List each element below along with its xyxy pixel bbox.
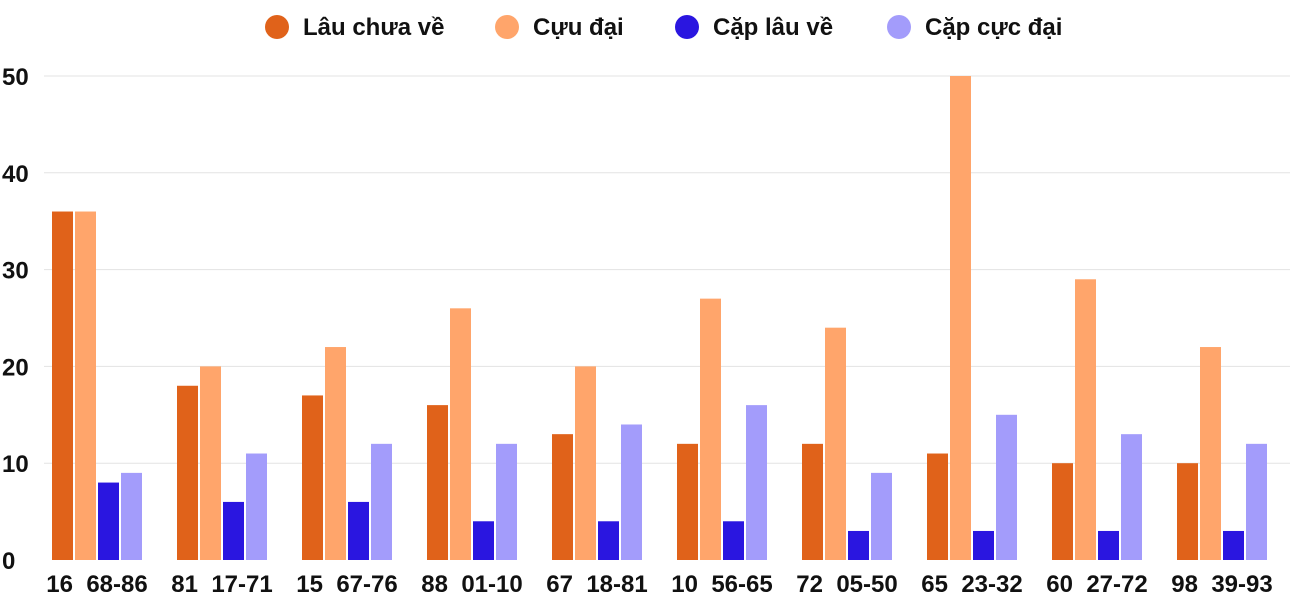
bar-4-5 xyxy=(621,424,642,560)
legend-label: Cựu đại xyxy=(533,14,624,41)
x-axis: 16 68-86 81 17-71 15 67-76 88 01-10 67 18-81… xyxy=(46,571,1272,598)
bar-1-3 xyxy=(302,395,323,560)
legend-marker xyxy=(887,15,911,39)
bar-2-8 xyxy=(950,76,971,560)
y-tick-label: 10 xyxy=(2,451,29,478)
x-tick-label: 65 23-32 xyxy=(921,571,1022,598)
y-tick-label: 20 xyxy=(2,354,29,381)
bar-3-1 xyxy=(98,482,119,560)
bar-1-6 xyxy=(677,443,698,560)
bar-3-5 xyxy=(598,521,619,560)
bar-4-10 xyxy=(1246,443,1267,560)
x-tick-label: 60 27-72 xyxy=(1046,571,1147,598)
bar-1-2 xyxy=(177,385,198,560)
grid-lines xyxy=(44,75,1290,464)
bar-1-1 xyxy=(52,211,73,560)
legend-label: Cặp cực đại xyxy=(925,14,1062,41)
bar-2-10 xyxy=(1200,347,1221,560)
bar-3-6 xyxy=(723,521,744,560)
bar-2-3 xyxy=(325,347,346,560)
x-tick-label: 16 68-86 xyxy=(46,571,147,598)
legend-item-4: Cặp cực đại xyxy=(887,14,1062,41)
x-tick-label: 10 56-65 xyxy=(671,571,772,598)
legend-item-2: Cựu đại xyxy=(495,14,624,41)
bar-1-10 xyxy=(1177,463,1198,560)
legend-marker xyxy=(675,15,699,39)
bar-1-9 xyxy=(1052,463,1073,560)
bar-2-9 xyxy=(1075,279,1096,560)
x-tick-label: 72 05-50 xyxy=(796,571,897,598)
x-tick-label: 98 39-93 xyxy=(1171,571,1272,598)
bar-4-2 xyxy=(246,453,267,560)
bar-4-7 xyxy=(871,472,892,560)
x-tick-label: 81 17-71 xyxy=(171,571,272,598)
bar-3-3 xyxy=(348,501,369,560)
legend-item-1: Lâu chưa về xyxy=(265,14,444,41)
bar-1-7 xyxy=(802,443,823,560)
bar-4-8 xyxy=(996,414,1017,560)
bar-1-4 xyxy=(427,405,448,560)
bar-2-1 xyxy=(75,211,96,560)
bar-4-6 xyxy=(746,405,767,560)
bar-3-9 xyxy=(1098,530,1119,560)
bar-2-6 xyxy=(700,298,721,560)
y-tick-label: 0 xyxy=(2,548,15,575)
bar-2-7 xyxy=(825,327,846,560)
bar-3-7 xyxy=(848,530,869,560)
bar-1-8 xyxy=(927,453,948,560)
bar-2-5 xyxy=(575,366,596,560)
y-tick-label: 50 xyxy=(2,64,29,91)
x-tick-label: 88 01-10 xyxy=(421,571,522,598)
x-tick-label: 67 18-81 xyxy=(546,571,647,598)
bar-1-5 xyxy=(552,434,573,560)
legend: Lâu chưa về Cựu đại Cặp lâu về Cặp cực đại xyxy=(265,14,1062,41)
bar-3-8 xyxy=(973,530,994,560)
bar-3-2 xyxy=(223,501,244,560)
legend-marker xyxy=(265,15,289,39)
bar-3-10 xyxy=(1223,530,1244,560)
bar-4-1 xyxy=(121,472,142,560)
x-tick-label: 15 67-76 xyxy=(296,571,397,598)
legend-label: Lâu chưa về xyxy=(303,14,444,41)
y-tick-label: 30 xyxy=(2,258,29,285)
legend-item-3: Cặp lâu về xyxy=(675,14,833,41)
bar-4-3 xyxy=(371,443,392,560)
bar-4-9 xyxy=(1121,434,1142,560)
legend-label: Cặp lâu về xyxy=(713,14,833,41)
bars xyxy=(52,76,1267,560)
y-tick-label: 40 xyxy=(2,161,29,188)
bar-3-4 xyxy=(473,521,494,560)
bar-2-2 xyxy=(200,366,221,560)
y-axis: 0 10 20 30 40 50 xyxy=(2,64,29,575)
bar-2-4 xyxy=(450,308,471,560)
bar-4-4 xyxy=(496,443,517,560)
legend-marker xyxy=(495,15,519,39)
